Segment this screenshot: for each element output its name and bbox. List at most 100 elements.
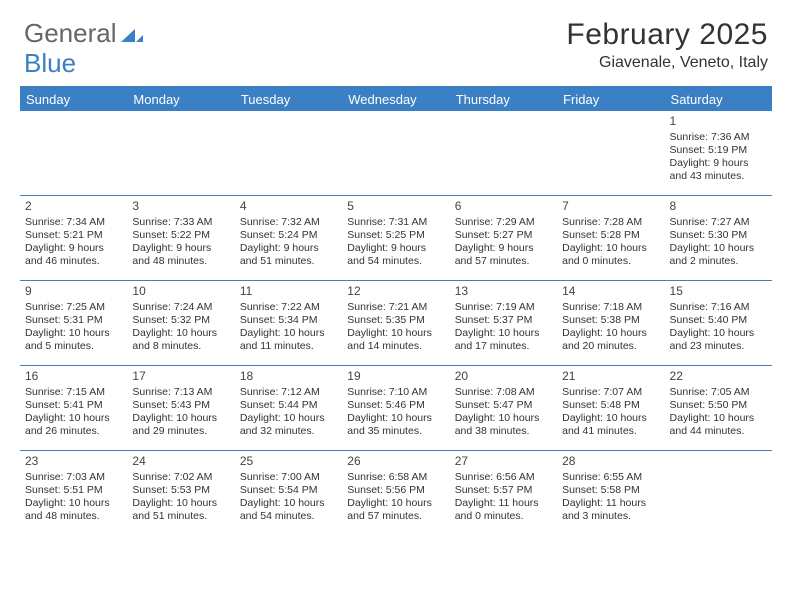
day-info: Sunrise: 7:13 AMSunset: 5:43 PMDaylight:…	[132, 386, 229, 439]
day-info: Sunrise: 7:32 AMSunset: 5:24 PMDaylight:…	[240, 216, 337, 269]
day-info: Sunrise: 7:25 AMSunset: 5:31 PMDaylight:…	[25, 301, 122, 354]
calendar-row: 9 Sunrise: 7:25 AMSunset: 5:31 PMDaylight…	[20, 281, 772, 366]
day-header: Sunday	[20, 88, 127, 111]
calendar-row: 16 Sunrise: 7:15 AMSunset: 5:41 PMDayligh…	[20, 366, 772, 451]
day-number: 14	[562, 284, 659, 299]
day-info: Sunrise: 7:21 AMSunset: 5:35 PMDaylight:…	[347, 301, 444, 354]
day-number: 27	[455, 454, 552, 469]
day-number: 10	[132, 284, 229, 299]
calendar-cell	[557, 111, 664, 195]
day-number: 13	[455, 284, 552, 299]
day-number: 7	[562, 199, 659, 214]
day-number: 23	[25, 454, 122, 469]
calendar-row: 23 Sunrise: 7:03 AMSunset: 5:51 PMDayligh…	[20, 451, 772, 535]
calendar-cell	[665, 451, 772, 535]
calendar-cell	[342, 111, 449, 195]
calendar-cell: 12 Sunrise: 7:21 AMSunset: 5:35 PMDayligh…	[342, 281, 449, 365]
calendar-cell	[235, 111, 342, 195]
title-block: February 2025 Giavenale, Veneto, Italy	[566, 18, 768, 72]
day-number: 19	[347, 369, 444, 384]
logo: General	[24, 18, 145, 49]
day-header: Friday	[557, 88, 664, 111]
calendar-cell: 17 Sunrise: 7:13 AMSunset: 5:43 PMDayligh…	[127, 366, 234, 450]
calendar-cell: 18 Sunrise: 7:12 AMSunset: 5:44 PMDayligh…	[235, 366, 342, 450]
day-info: Sunrise: 7:19 AMSunset: 5:37 PMDaylight:…	[455, 301, 552, 354]
day-info: Sunrise: 7:07 AMSunset: 5:48 PMDaylight:…	[562, 386, 659, 439]
day-info: Sunrise: 7:12 AMSunset: 5:44 PMDaylight:…	[240, 386, 337, 439]
logo-text-2: Blue	[24, 48, 76, 78]
day-number: 1	[670, 114, 767, 129]
day-number: 15	[670, 284, 767, 299]
calendar-cell: 22 Sunrise: 7:05 AMSunset: 5:50 PMDayligh…	[665, 366, 772, 450]
day-number: 6	[455, 199, 552, 214]
calendar-row: 1 Sunrise: 7:36 AMSunset: 5:19 PMDaylight…	[20, 111, 772, 196]
calendar-cell: 20 Sunrise: 7:08 AMSunset: 5:47 PMDayligh…	[450, 366, 557, 450]
calendar-cell	[450, 111, 557, 195]
header: General February 2025 Giavenale, Veneto,…	[0, 0, 792, 78]
calendar-cell: 23 Sunrise: 7:03 AMSunset: 5:51 PMDayligh…	[20, 451, 127, 535]
calendar-cell: 28 Sunrise: 6:55 AMSunset: 5:58 PMDayligh…	[557, 451, 664, 535]
day-header: Thursday	[450, 88, 557, 111]
day-info: Sunrise: 7:27 AMSunset: 5:30 PMDaylight:…	[670, 216, 767, 269]
calendar-body: 1 Sunrise: 7:36 AMSunset: 5:19 PMDaylight…	[20, 111, 772, 535]
day-number: 2	[25, 199, 122, 214]
day-number: 8	[670, 199, 767, 214]
day-header: Wednesday	[342, 88, 449, 111]
day-header: Saturday	[665, 88, 772, 111]
day-number: 3	[132, 199, 229, 214]
calendar-row: 2 Sunrise: 7:34 AMSunset: 5:21 PMDaylight…	[20, 196, 772, 281]
day-number: 17	[132, 369, 229, 384]
day-number: 12	[347, 284, 444, 299]
calendar-cell: 8 Sunrise: 7:27 AMSunset: 5:30 PMDaylight…	[665, 196, 772, 280]
calendar-cell: 21Sunrise: 7:07 AMSunset: 5:48 PMDayligh…	[557, 366, 664, 450]
calendar-cell: 25 Sunrise: 7:00 AMSunset: 5:54 PMDayligh…	[235, 451, 342, 535]
day-number: 9	[25, 284, 122, 299]
calendar-cell: 9 Sunrise: 7:25 AMSunset: 5:31 PMDaylight…	[20, 281, 127, 365]
day-info: Sunrise: 6:55 AMSunset: 5:58 PMDaylight:…	[562, 471, 659, 524]
calendar-cell: 1 Sunrise: 7:36 AMSunset: 5:19 PMDaylight…	[665, 111, 772, 195]
day-info: Sunrise: 7:05 AMSunset: 5:50 PMDaylight:…	[670, 386, 767, 439]
day-info: Sunrise: 7:22 AMSunset: 5:34 PMDaylight:…	[240, 301, 337, 354]
day-number: 28	[562, 454, 659, 469]
calendar-cell: 26 Sunrise: 6:58 AMSunset: 5:56 PMDayligh…	[342, 451, 449, 535]
day-info: Sunrise: 7:02 AMSunset: 5:53 PMDaylight:…	[132, 471, 229, 524]
day-info: Sunrise: 7:34 AMSunset: 5:21 PMDaylight:…	[25, 216, 122, 269]
day-info: Sunrise: 7:15 AMSunset: 5:41 PMDaylight:…	[25, 386, 122, 439]
day-info: Sunrise: 7:29 AMSunset: 5:27 PMDaylight:…	[455, 216, 552, 269]
location: Giavenale, Veneto, Italy	[566, 54, 768, 72]
day-info: Sunrise: 7:08 AMSunset: 5:47 PMDaylight:…	[455, 386, 552, 439]
calendar-cell	[127, 111, 234, 195]
calendar-cell: 2 Sunrise: 7:34 AMSunset: 5:21 PMDaylight…	[20, 196, 127, 280]
calendar-cell: 13 Sunrise: 7:19 AMSunset: 5:37 PMDayligh…	[450, 281, 557, 365]
calendar: SundayMondayTuesdayWednesdayThursdayFrid…	[20, 86, 772, 535]
day-info: Sunrise: 7:03 AMSunset: 5:51 PMDaylight:…	[25, 471, 122, 524]
day-number: 16	[25, 369, 122, 384]
day-number: 18	[240, 369, 337, 384]
day-info: Sunrise: 7:31 AMSunset: 5:25 PMDaylight:…	[347, 216, 444, 269]
logo-text-1: General	[24, 18, 117, 49]
day-number: 4	[240, 199, 337, 214]
day-info: Sunrise: 7:28 AMSunset: 5:28 PMDaylight:…	[562, 216, 659, 269]
day-number: 24	[132, 454, 229, 469]
day-info: Sunrise: 7:10 AMSunset: 5:46 PMDaylight:…	[347, 386, 444, 439]
logo-triangle-icon	[121, 24, 143, 42]
day-info: Sunrise: 7:00 AMSunset: 5:54 PMDaylight:…	[240, 471, 337, 524]
calendar-cell: 7 Sunrise: 7:28 AMSunset: 5:28 PMDaylight…	[557, 196, 664, 280]
month-title: February 2025	[566, 18, 768, 52]
day-number: 11	[240, 284, 337, 299]
calendar-cell: 5 Sunrise: 7:31 AMSunset: 5:25 PMDaylight…	[342, 196, 449, 280]
day-number: 26	[347, 454, 444, 469]
calendar-cell: 3 Sunrise: 7:33 AMSunset: 5:22 PMDaylight…	[127, 196, 234, 280]
day-info: Sunrise: 7:33 AMSunset: 5:22 PMDaylight:…	[132, 216, 229, 269]
day-number: 5	[347, 199, 444, 214]
calendar-cell: 19 Sunrise: 7:10 AMSunset: 5:46 PMDayligh…	[342, 366, 449, 450]
day-number: 25	[240, 454, 337, 469]
calendar-cell: 11 Sunrise: 7:22 AMSunset: 5:34 PMDayligh…	[235, 281, 342, 365]
day-info: Sunrise: 6:58 AMSunset: 5:56 PMDaylight:…	[347, 471, 444, 524]
day-number: 20	[455, 369, 552, 384]
day-number: 22	[670, 369, 767, 384]
calendar-cell: 15Sunrise: 7:16 AMSunset: 5:40 PMDayligh…	[665, 281, 772, 365]
calendar-cell: 14Sunrise: 7:18 AMSunset: 5:38 PMDayligh…	[557, 281, 664, 365]
calendar-cell: 4 Sunrise: 7:32 AMSunset: 5:24 PMDaylight…	[235, 196, 342, 280]
day-info: Sunrise: 7:36 AMSunset: 5:19 PMDaylight:…	[670, 131, 767, 184]
